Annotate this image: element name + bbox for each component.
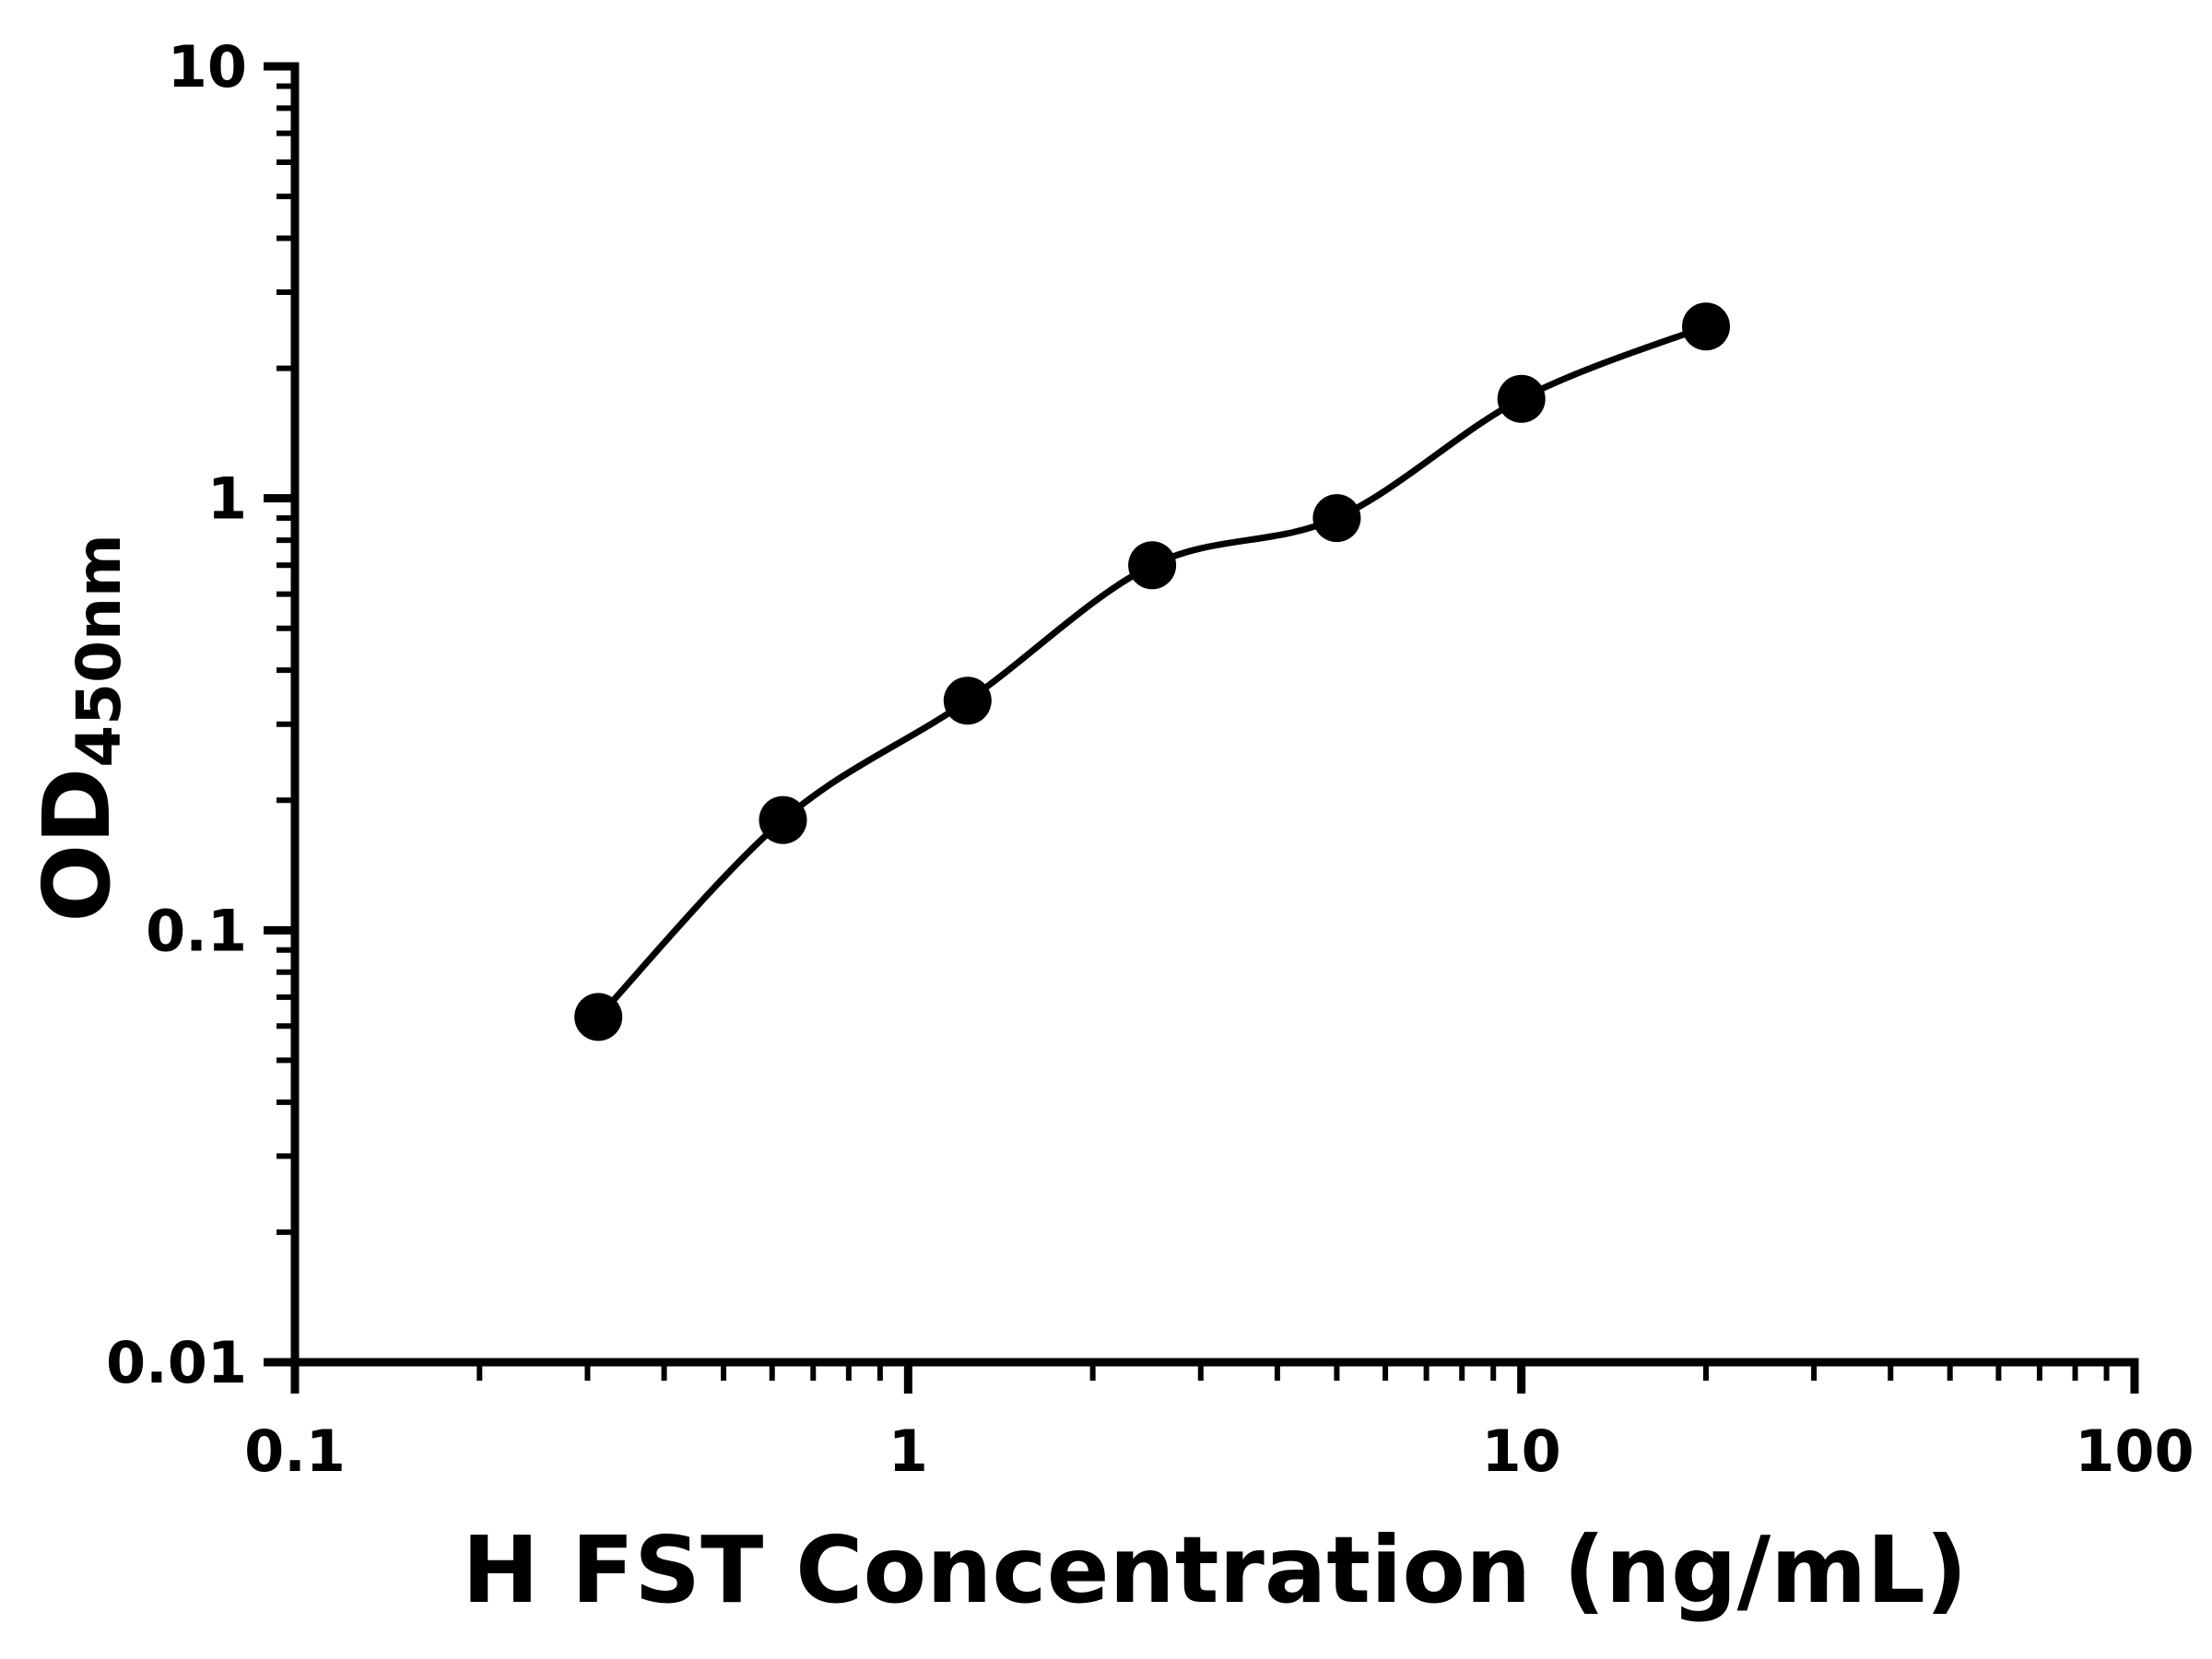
x-axis-title: H FST Concentration (ng/mL) (462, 1516, 1968, 1624)
y-tick-label: 0.1 (146, 897, 247, 964)
x-tick-label: 0.1 (244, 1418, 346, 1485)
data-point (1682, 302, 1730, 351)
data-point (574, 993, 623, 1041)
x-tick-label: 100 (2075, 1418, 2194, 1485)
y-tick-label: 1 (207, 465, 247, 533)
data-point (1128, 541, 1177, 590)
axis-spines (290, 62, 2139, 1367)
y-axis-title-main: OD (23, 767, 131, 923)
y-axis-title-subscript: 450nm (63, 534, 135, 768)
y-tick-label: 10 (168, 33, 247, 100)
data-point (943, 677, 992, 725)
fit-curve (595, 323, 1708, 1019)
y-tick-label: 0.01 (106, 1329, 247, 1396)
x-tick-label: 10 (1482, 1418, 1561, 1485)
data-point (759, 795, 807, 844)
data-point (1312, 494, 1361, 543)
data-point (1497, 374, 1546, 423)
y-axis-title: OD450nm (22, 406, 135, 1051)
x-tick-label: 1 (888, 1418, 928, 1485)
